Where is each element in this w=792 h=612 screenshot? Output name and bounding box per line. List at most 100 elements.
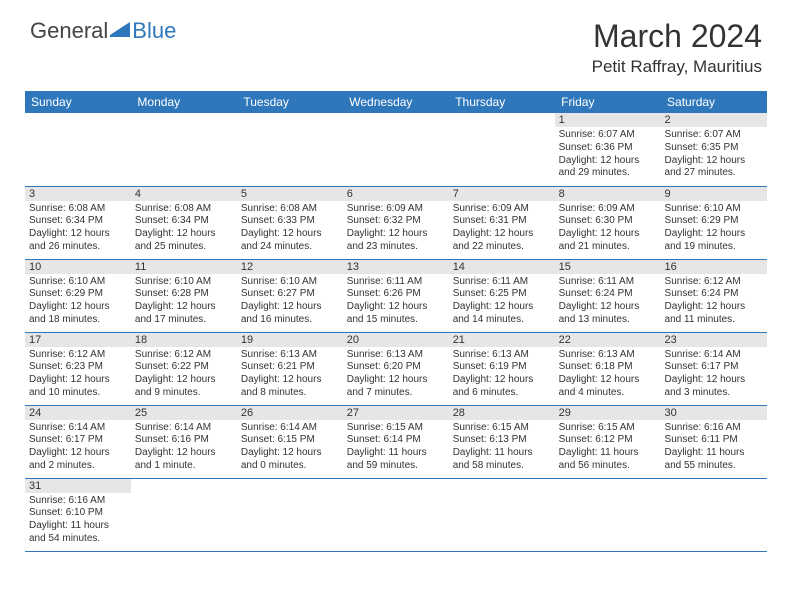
sunset-text: Sunset: 6:24 PM bbox=[559, 288, 657, 301]
daylight-text: Daylight: 11 hours and 54 minutes. bbox=[29, 520, 127, 546]
day-number: 10 bbox=[25, 260, 131, 274]
day-details: Sunrise: 6:13 AMSunset: 6:19 PMDaylight:… bbox=[449, 347, 555, 402]
daylight-text: Daylight: 12 hours and 22 minutes. bbox=[453, 228, 551, 254]
daylight-text: Daylight: 12 hours and 15 minutes. bbox=[347, 301, 445, 327]
day-details: Sunrise: 6:13 AMSunset: 6:18 PMDaylight:… bbox=[555, 347, 661, 402]
calendar-empty-cell bbox=[237, 478, 343, 551]
sunrise-text: Sunrise: 6:11 AM bbox=[347, 276, 445, 289]
sunrise-text: Sunrise: 6:14 AM bbox=[665, 349, 763, 362]
daylight-text: Daylight: 11 hours and 59 minutes. bbox=[347, 447, 445, 473]
calendar-day-cell: 21Sunrise: 6:13 AMSunset: 6:19 PMDayligh… bbox=[449, 332, 555, 405]
logo-text-general: General bbox=[30, 18, 108, 44]
calendar-empty-cell bbox=[237, 113, 343, 186]
sunset-text: Sunset: 6:30 PM bbox=[559, 215, 657, 228]
day-details: Sunrise: 6:14 AMSunset: 6:15 PMDaylight:… bbox=[237, 420, 343, 475]
sunset-text: Sunset: 6:33 PM bbox=[241, 215, 339, 228]
sunrise-text: Sunrise: 6:10 AM bbox=[241, 276, 339, 289]
calendar-day-cell: 20Sunrise: 6:13 AMSunset: 6:20 PMDayligh… bbox=[343, 332, 449, 405]
calendar-week-row: 10Sunrise: 6:10 AMSunset: 6:29 PMDayligh… bbox=[25, 259, 767, 332]
day-details: Sunrise: 6:14 AMSunset: 6:17 PMDaylight:… bbox=[661, 347, 767, 402]
day-number: 15 bbox=[555, 260, 661, 274]
calendar-day-cell: 27 Sunrise: 6:15 AMSunset: 6:14 PMDayligh… bbox=[343, 405, 449, 478]
day-number: 28 bbox=[449, 406, 555, 420]
sunset-text: Sunset: 6:29 PM bbox=[29, 288, 127, 301]
daylight-text: Daylight: 12 hours and 27 minutes. bbox=[665, 155, 763, 181]
day-number: 29 bbox=[555, 406, 661, 420]
sunset-text: Sunset: 6:23 PM bbox=[29, 361, 127, 374]
sunrise-text: Sunrise: 6:09 AM bbox=[559, 203, 657, 216]
day-number: 25 bbox=[131, 406, 237, 420]
daylight-text: Daylight: 12 hours and 11 minutes. bbox=[665, 301, 763, 327]
calendar-week-row: 1Sunrise: 6:07 AMSunset: 6:36 PMDaylight… bbox=[25, 113, 767, 186]
day-number: 21 bbox=[449, 333, 555, 347]
sunrise-text: Sunrise: 6:14 AM bbox=[29, 422, 127, 435]
sunrise-text: Sunrise: 6:07 AM bbox=[665, 129, 763, 142]
sunset-text: Sunset: 6:29 PM bbox=[665, 215, 763, 228]
weekday-header: Monday bbox=[131, 91, 237, 113]
sunrise-text: Sunrise: 6:08 AM bbox=[135, 203, 233, 216]
calendar-table: SundayMondayTuesdayWednesdayThursdayFrid… bbox=[25, 91, 767, 552]
day-details: Sunrise: 6:14 AMSunset: 6:17 PMDaylight:… bbox=[25, 420, 131, 475]
sunrise-text: Sunrise: 6:14 AM bbox=[135, 422, 233, 435]
daylight-text: Daylight: 12 hours and 9 minutes. bbox=[135, 374, 233, 400]
daylight-text: Daylight: 12 hours and 10 minutes. bbox=[29, 374, 127, 400]
day-details: Sunrise: 6:08 AMSunset: 6:34 PMDaylight:… bbox=[131, 201, 237, 256]
day-number: 4 bbox=[131, 187, 237, 201]
title-block: March 2024 Petit Raffray, Mauritius bbox=[592, 18, 762, 77]
daylight-text: Daylight: 12 hours and 25 minutes. bbox=[135, 228, 233, 254]
day-number: 27 bbox=[343, 406, 449, 420]
calendar-body: 1Sunrise: 6:07 AMSunset: 6:36 PMDaylight… bbox=[25, 113, 767, 551]
day-details: Sunrise: 6:11 AMSunset: 6:26 PMDaylight:… bbox=[343, 274, 449, 329]
day-details: Sunrise: 6:10 AMSunset: 6:29 PMDaylight:… bbox=[661, 201, 767, 256]
sunrise-text: Sunrise: 6:10 AM bbox=[29, 276, 127, 289]
sunrise-text: Sunrise: 6:13 AM bbox=[347, 349, 445, 362]
calendar-empty-cell bbox=[555, 478, 661, 551]
day-details: Sunrise: 6:07 AMSunset: 6:36 PMDaylight:… bbox=[555, 127, 661, 182]
daylight-text: Daylight: 11 hours and 56 minutes. bbox=[559, 447, 657, 473]
sunrise-text: Sunrise: 6:12 AM bbox=[135, 349, 233, 362]
sunset-text: Sunset: 6:14 PM bbox=[347, 434, 445, 447]
day-number: 18 bbox=[131, 333, 237, 347]
sunrise-text: Sunrise: 6:13 AM bbox=[453, 349, 551, 362]
calendar-day-cell: 25Sunrise: 6:14 AMSunset: 6:16 PMDayligh… bbox=[131, 405, 237, 478]
sunset-text: Sunset: 6:32 PM bbox=[347, 215, 445, 228]
day-number: 22 bbox=[555, 333, 661, 347]
day-details: Sunrise: 6:16 AMSunset: 6:11 PMDaylight:… bbox=[661, 420, 767, 475]
sunset-text: Sunset: 6:19 PM bbox=[453, 361, 551, 374]
calendar-day-cell: 3Sunrise: 6:08 AMSunset: 6:34 PMDaylight… bbox=[25, 186, 131, 259]
sunset-text: Sunset: 6:34 PM bbox=[29, 215, 127, 228]
daylight-text: Daylight: 12 hours and 0 minutes. bbox=[241, 447, 339, 473]
sunset-text: Sunset: 6:28 PM bbox=[135, 288, 233, 301]
daylight-text: Daylight: 12 hours and 23 minutes. bbox=[347, 228, 445, 254]
calendar-day-cell: 26Sunrise: 6:14 AMSunset: 6:15 PMDayligh… bbox=[237, 405, 343, 478]
sunrise-text: Sunrise: 6:12 AM bbox=[29, 349, 127, 362]
daylight-text: Daylight: 12 hours and 16 minutes. bbox=[241, 301, 339, 327]
sunset-text: Sunset: 6:25 PM bbox=[453, 288, 551, 301]
day-details: Sunrise: 6:12 AMSunset: 6:22 PMDaylight:… bbox=[131, 347, 237, 402]
day-number: 23 bbox=[661, 333, 767, 347]
calendar-day-cell: 23Sunrise: 6:14 AMSunset: 6:17 PMDayligh… bbox=[661, 332, 767, 405]
day-details: Sunrise: 6:13 AMSunset: 6:20 PMDaylight:… bbox=[343, 347, 449, 402]
daylight-text: Daylight: 12 hours and 6 minutes. bbox=[453, 374, 551, 400]
daylight-text: Daylight: 12 hours and 7 minutes. bbox=[347, 374, 445, 400]
day-number: 14 bbox=[449, 260, 555, 274]
sunset-text: Sunset: 6:20 PM bbox=[347, 361, 445, 374]
day-details: Sunrise: 6:13 AMSunset: 6:21 PMDaylight:… bbox=[237, 347, 343, 402]
sunrise-text: Sunrise: 6:15 AM bbox=[347, 422, 445, 435]
weekday-header: Sunday bbox=[25, 91, 131, 113]
sunset-text: Sunset: 6:16 PM bbox=[135, 434, 233, 447]
sunset-text: Sunset: 6:12 PM bbox=[559, 434, 657, 447]
day-number: 20 bbox=[343, 333, 449, 347]
page-title: March 2024 bbox=[592, 18, 762, 55]
calendar-day-cell: 14Sunrise: 6:11 AMSunset: 6:25 PMDayligh… bbox=[449, 259, 555, 332]
calendar-day-cell: 6Sunrise: 6:09 AMSunset: 6:32 PMDaylight… bbox=[343, 186, 449, 259]
calendar-day-cell: 28Sunrise: 6:15 AMSunset: 6:13 PMDayligh… bbox=[449, 405, 555, 478]
day-details: Sunrise: 6:09 AMSunset: 6:32 PMDaylight:… bbox=[343, 201, 449, 256]
day-number: 24 bbox=[25, 406, 131, 420]
sunrise-text: Sunrise: 6:12 AM bbox=[665, 276, 763, 289]
sunrise-text: Sunrise: 6:07 AM bbox=[559, 129, 657, 142]
sunrise-text: Sunrise: 6:11 AM bbox=[559, 276, 657, 289]
calendar-day-cell: 7Sunrise: 6:09 AMSunset: 6:31 PMDaylight… bbox=[449, 186, 555, 259]
weekday-header: Saturday bbox=[661, 91, 767, 113]
calendar-empty-cell bbox=[131, 113, 237, 186]
